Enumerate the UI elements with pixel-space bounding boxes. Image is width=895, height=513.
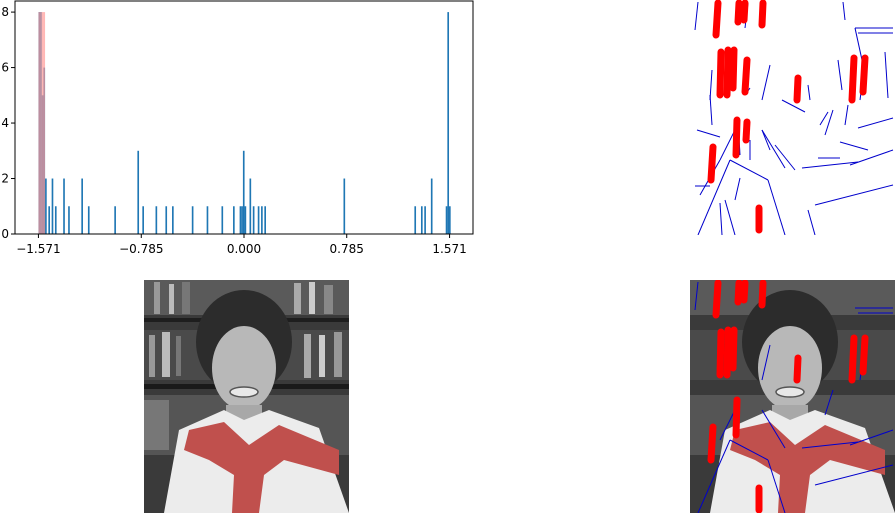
x-tick-label-2: 0.000 <box>227 242 261 256</box>
histogram-bar-s0-36 <box>445 206 448 234</box>
histogram-bar-s0-12 <box>114 206 116 234</box>
face <box>212 326 276 410</box>
histogram-bar-s0-28 <box>257 206 260 234</box>
y-tick-label-0: 0 <box>1 227 9 241</box>
lines-image-background <box>690 0 895 235</box>
histogram-bar-s0-11 <box>87 206 90 234</box>
histogram-bar-s0-34 <box>424 206 426 234</box>
histogram-bar-s0-19 <box>206 206 209 234</box>
grayscale-portrait-photo <box>144 280 349 513</box>
x-tick-label-1: −0.785 <box>119 242 163 256</box>
histogram-bar-s0-29 <box>261 206 263 234</box>
histogram-bar-s0-8 <box>63 178 65 234</box>
x-tick-label-3: 0.785 <box>330 242 364 256</box>
histogram-bar-s0-15 <box>155 206 158 234</box>
mouth <box>229 386 259 398</box>
histogram-bar-s0-18 <box>191 206 194 234</box>
histogram-bar-s0-35 <box>430 178 433 234</box>
histogram-bar-s1-2 <box>41 12 44 234</box>
y-tick-label-3: 6 <box>1 61 9 75</box>
histogram-bar-s0-37 <box>447 12 450 234</box>
y-tick-label-1: 2 <box>1 172 9 186</box>
histogram-bar-s1-3 <box>43 12 46 234</box>
overlay-line-segments <box>694 281 894 513</box>
histogram-bar-s0-13 <box>137 150 140 234</box>
histogram-bar-s0-26 <box>249 178 252 234</box>
histogram-bar-s0-27 <box>252 206 255 234</box>
red-scarf <box>184 422 339 513</box>
angle-histogram-chart: 0 2 4 6 8 −1.571 −0.785 0.000 0.785 1.571 <box>1 0 474 256</box>
histogram-bar-s0-25 <box>244 206 247 234</box>
y-axis-ticks: 0 2 4 6 8 <box>1 5 15 241</box>
histogram-bar-s0-31 <box>343 178 346 234</box>
histogram-bar-s0-7 <box>54 206 57 234</box>
y-tick-label-2: 4 <box>1 116 9 130</box>
y-tick-label-4: 8 <box>1 5 9 19</box>
histogram-bar-s0-33 <box>420 206 423 234</box>
histogram-bar-s0-10 <box>81 178 83 234</box>
histogram-bar-s0-21 <box>233 206 235 234</box>
overlay-photo-with-lines <box>690 280 895 513</box>
histogram-bar-s0-22 <box>239 206 242 234</box>
overlay-red-marks <box>707 280 869 513</box>
x-tick-label-4: 1.571 <box>432 242 466 256</box>
histogram-bar-s0-4 <box>45 178 47 234</box>
histogram-bars <box>38 12 451 234</box>
x-axis-ticks: −1.571 −0.785 0.000 0.785 1.571 <box>16 234 467 256</box>
histogram-bar-s0-16 <box>165 206 168 234</box>
red-vertical-marks <box>707 0 869 234</box>
histogram-bar-s0-24 <box>242 150 245 234</box>
histogram-bar-s0-14 <box>142 206 144 234</box>
histogram-bar-s0-5 <box>48 206 51 234</box>
histogram-bar-s0-32 <box>414 206 417 234</box>
histogram-bar-s0-23 <box>241 206 243 234</box>
histogram-bar-s0-17 <box>172 206 174 234</box>
line-segments-image <box>690 0 895 235</box>
histogram-bar-s0-20 <box>221 206 224 234</box>
histogram-bar-s1-0 <box>38 12 41 234</box>
histogram-bar-s0-6 <box>51 178 54 234</box>
x-tick-label-0: −1.571 <box>16 242 60 256</box>
histogram-bar-s1-1 <box>40 12 42 234</box>
histogram-bar-s0-38 <box>449 206 451 234</box>
histogram-bar-s0-9 <box>68 206 70 234</box>
histogram-bar-s0-30 <box>264 206 266 234</box>
